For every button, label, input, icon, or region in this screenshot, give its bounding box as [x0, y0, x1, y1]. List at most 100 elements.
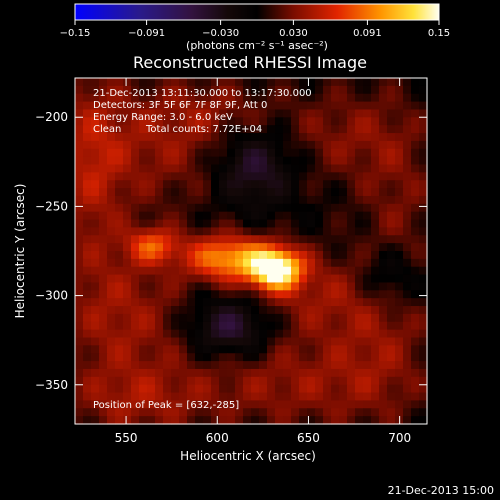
heatmap-pixel	[283, 235, 292, 244]
heatmap-pixel	[403, 148, 412, 158]
y-axis-label: Heliocentric Y (arcsec)	[13, 184, 27, 319]
heatmap-pixel	[251, 164, 260, 173]
heatmap-pixel	[211, 133, 220, 142]
heatmap-pixel	[99, 235, 108, 244]
heatmap-pixel	[267, 306, 276, 315]
heatmap-pixel	[387, 164, 396, 173]
heatmap-pixel	[299, 156, 308, 166]
heatmap-pixel	[123, 368, 132, 378]
heatmap-pixel	[323, 408, 332, 417]
heatmap-pixel	[403, 140, 412, 150]
heatmap-pixel	[219, 274, 228, 284]
heatmap-pixel	[99, 195, 108, 205]
heatmap-pixel	[267, 392, 276, 402]
heatmap-pixel	[387, 337, 396, 346]
heatmap-pixel	[83, 251, 92, 260]
heatmap-pixel	[275, 392, 284, 402]
heatmap-pixel	[227, 313, 236, 323]
heatmap-pixel	[291, 298, 300, 307]
heatmap-pixel	[115, 219, 124, 229]
heatmap-pixel	[331, 188, 340, 197]
heatmap-pixel	[163, 274, 172, 284]
heatmap-pixel	[323, 251, 332, 260]
heatmap-pixel	[363, 321, 372, 331]
heatmap-pixel	[315, 180, 324, 189]
heatmap-pixel	[107, 117, 116, 126]
heatmap-pixel	[371, 188, 380, 197]
heatmap-pixel	[395, 109, 404, 118]
heatmap-pixel	[363, 251, 372, 260]
heatmap-pixel	[155, 368, 164, 378]
heatmap-pixel	[339, 251, 348, 260]
heatmap-pixel	[131, 416, 140, 425]
heatmap-pixel	[363, 101, 372, 111]
heatmap-pixel	[195, 345, 204, 354]
heatmap-pixel	[99, 274, 108, 284]
heatmap-pixel	[403, 219, 412, 229]
heatmap-pixel	[411, 133, 420, 142]
heatmap-pixel	[243, 274, 252, 284]
heatmap-pixel	[99, 321, 108, 331]
heatmap-pixel	[411, 290, 420, 299]
heatmap-pixel	[419, 306, 428, 315]
heatmap-pixel	[227, 101, 236, 111]
heatmap-pixel	[275, 251, 284, 260]
heatmap-pixel	[331, 306, 340, 315]
heatmap-pixel	[347, 172, 356, 181]
heatmap-pixel	[91, 101, 100, 111]
heatmap-pixel	[283, 93, 292, 103]
heatmap-pixel	[115, 85, 124, 95]
heatmap-pixel	[259, 227, 268, 236]
heatmap-pixel	[291, 125, 300, 134]
heatmap-pixel	[355, 368, 364, 378]
heatmap-pixel	[347, 392, 356, 402]
heatmap-pixel	[323, 298, 332, 307]
heatmap-pixel	[411, 329, 420, 339]
heatmap-pixel	[187, 290, 196, 299]
heatmap-pixel	[291, 376, 300, 386]
heatmap-pixel	[379, 180, 388, 189]
heatmap-pixel	[395, 258, 404, 268]
heatmap-pixel	[115, 266, 124, 276]
heatmap-pixel	[235, 125, 244, 134]
heatmap-pixel	[91, 329, 100, 339]
heatmap-pixel	[195, 219, 204, 229]
heatmap-pixel	[211, 156, 220, 166]
heatmap-pixel	[83, 400, 92, 409]
heatmap-pixel	[323, 337, 332, 346]
heatmap-pixel	[267, 78, 276, 87]
heatmap-pixel	[379, 172, 388, 181]
heatmap-pixel	[267, 368, 276, 378]
heatmap-pixel	[91, 258, 100, 268]
heatmap-pixel	[363, 140, 372, 150]
heatmap-pixel	[227, 140, 236, 150]
heatmap-pixel	[163, 353, 172, 362]
heatmap-pixel	[91, 117, 100, 126]
heatmap-pixel	[219, 156, 228, 166]
heatmap-pixel	[91, 211, 100, 221]
heatmap-pixel	[107, 140, 116, 150]
heatmap-pixel	[211, 125, 220, 134]
heatmap-pixel	[387, 172, 396, 181]
heatmap-pixel	[203, 329, 212, 339]
heatmap-pixel	[347, 313, 356, 323]
heatmap-pixel	[323, 133, 332, 142]
heatmap-pixel	[131, 148, 140, 158]
heatmap-pixel	[107, 384, 116, 394]
heatmap-pixel	[139, 298, 148, 307]
heatmap-pixel	[195, 140, 204, 150]
heatmap-pixel	[403, 180, 412, 189]
heatmap-pixel	[235, 298, 244, 307]
heatmap-pixel	[171, 258, 180, 268]
heatmap-pixel	[291, 306, 300, 315]
heatmap-pixel	[307, 298, 316, 307]
heatmap-pixel	[411, 101, 420, 111]
heatmap-pixel	[107, 298, 116, 307]
heatmap-pixel	[203, 274, 212, 284]
heatmap-pixel	[283, 392, 292, 402]
heatmap-pixel	[283, 329, 292, 339]
heatmap-pixel	[187, 313, 196, 323]
heatmap-pixel	[91, 368, 100, 378]
heatmap-pixel	[291, 211, 300, 221]
heatmap-pixel	[99, 156, 108, 166]
